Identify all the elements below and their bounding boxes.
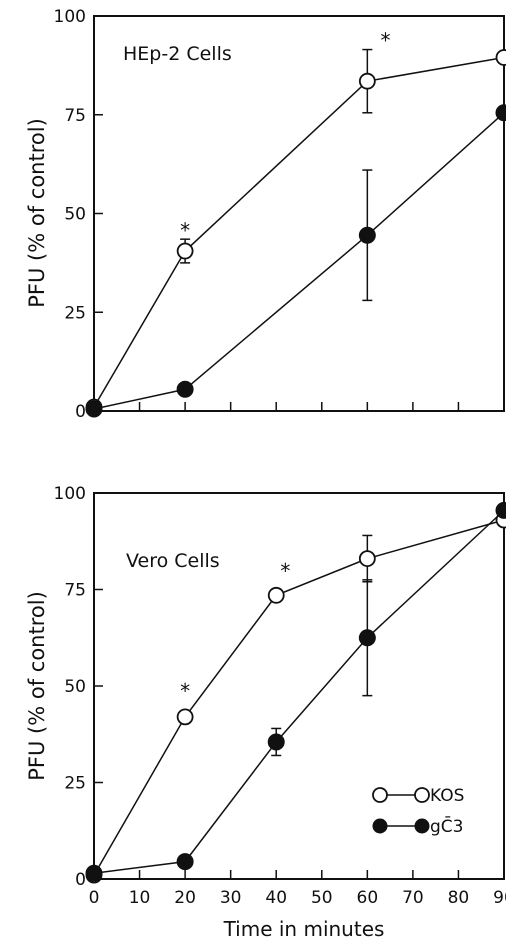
legend-marker-gc3-left [372, 818, 388, 834]
x-tick-label: 40 [265, 888, 287, 908]
data-point-gc3 [358, 226, 376, 244]
x-tick-label: 80 [448, 888, 470, 908]
significance-star: * [180, 218, 190, 242]
panel-vero: Vero Cells PFU (% of control) Time in mi… [25, 484, 506, 941]
data-point-gc3 [85, 400, 103, 418]
data-point-kos [495, 49, 506, 66]
data-point-gc3 [176, 380, 194, 398]
y-axis-label: PFU (% of control) [25, 118, 49, 308]
x-tick-label: 50 [311, 888, 333, 908]
data-point-kos [358, 72, 376, 90]
data-point-gc3 [267, 733, 285, 751]
x-tick-label: 30 [220, 888, 242, 908]
x-tick-label: 70 [402, 888, 424, 908]
x-tick-label: 20 [174, 888, 196, 908]
data-point-kos [176, 708, 194, 726]
series-line-gc3 [93, 112, 505, 410]
data-point-kos [267, 586, 285, 604]
y-tick-label: 75 [64, 581, 86, 601]
significance-star: * [381, 29, 391, 53]
chart-title: HEp-2 Cells [123, 43, 232, 65]
significance-star: * [280, 559, 290, 583]
y-tick-label: 25 [64, 774, 86, 794]
y-tick-label: 100 [54, 484, 86, 504]
data-point-gc3 [85, 864, 103, 882]
legend: KOS gC̄3 [372, 786, 464, 837]
y-tick-label: 25 [64, 303, 86, 323]
legend-label-kos: KOS [430, 786, 464, 806]
legend-marker-kos-right [414, 787, 430, 803]
legend-marker-kos-left [372, 787, 388, 803]
data-point-gc3 [495, 501, 506, 519]
x-tick-label: 10 [129, 888, 151, 908]
chart-title: Vero Cells [126, 550, 220, 572]
legend-label-gc3: gC̄3 [430, 815, 463, 837]
x-tick-label: 60 [357, 888, 379, 908]
significance-star: * [180, 679, 190, 703]
y-tick-label: 50 [64, 677, 86, 697]
y-tick-label: 50 [64, 205, 86, 225]
data-point-kos [176, 242, 194, 260]
x-axis-label: Time in minutes [223, 917, 385, 941]
panel-hep2: HEp-2 Cells PFU (% of control) 0 25 50 75 10… [25, 7, 506, 422]
y-tick-label: 100 [54, 7, 86, 27]
legend-marker-gc3-right [414, 818, 430, 834]
plot-frame [93, 15, 505, 412]
data-point-gc3 [176, 853, 194, 871]
series-line-kos [93, 56, 505, 408]
x-tick-label: 0 [89, 888, 100, 908]
y-tick-label: 0 [75, 402, 86, 422]
y-tick-label: 0 [75, 870, 86, 890]
data-point-gc3 [358, 629, 376, 647]
y-axis-label: PFU (% of control) [25, 591, 49, 781]
x-tick-label: 90 [493, 888, 506, 908]
data-point-gc3 [495, 104, 506, 122]
y-tick-label: 75 [64, 106, 86, 126]
data-point-kos [358, 550, 376, 568]
